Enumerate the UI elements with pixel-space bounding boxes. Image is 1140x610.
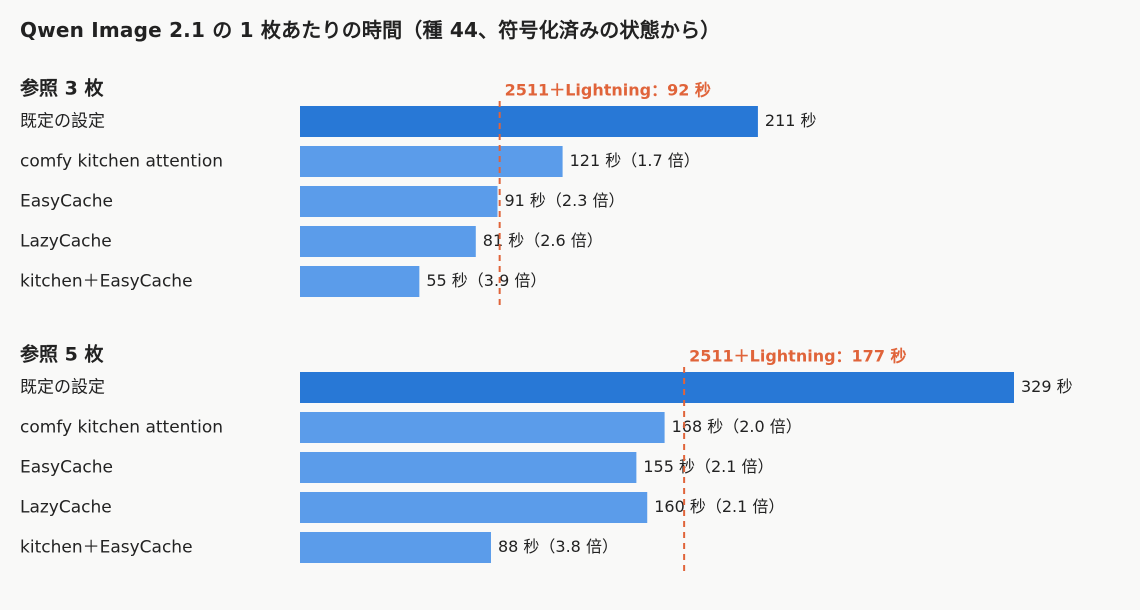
category-label: comfy kitchen attention	[20, 418, 223, 438]
bar	[300, 186, 498, 217]
bar	[300, 492, 648, 523]
category-label: kitchen＋EasyCache	[20, 272, 193, 292]
bar	[300, 372, 1014, 403]
bar	[300, 412, 665, 443]
category-label: comfy kitchen attention	[20, 152, 223, 172]
bar	[300, 106, 758, 137]
category-label: LazyCache	[20, 232, 112, 252]
reference-line-label: 2511＋Lightning：177 秒	[689, 347, 906, 366]
data-label: 211 秒	[765, 111, 817, 130]
data-label: 155 秒（2.1 倍）	[643, 457, 773, 476]
data-label: 88 秒（3.8 倍）	[498, 537, 618, 556]
data-label: 168 秒（2.0 倍）	[672, 417, 802, 436]
data-label: 121 秒（1.7 倍）	[570, 151, 700, 170]
bar	[300, 266, 420, 297]
group-title-ref-5: 参照 5 枚	[20, 343, 104, 366]
data-label: 91 秒（2.3 倍）	[504, 191, 624, 210]
category-label: EasyCache	[20, 192, 113, 212]
category-label: 既定の設定	[20, 378, 105, 398]
reference-line-label: 2511＋Lightning：92 秒	[505, 81, 711, 100]
group-title-ref-3: 参照 3 枚	[20, 77, 104, 100]
bar	[300, 226, 476, 257]
data-label: 55 秒（3.9 倍）	[426, 271, 546, 290]
category-label: 既定の設定	[20, 112, 105, 132]
data-label: 160 秒（2.1 倍）	[654, 497, 784, 516]
data-label: 329 秒	[1021, 377, 1073, 396]
bar	[300, 146, 563, 177]
bar	[300, 532, 491, 563]
category-label: EasyCache	[20, 458, 113, 478]
page-title: Qwen Image 2.1 の 1 枚あたりの時間（種 44、符号化済みの状態…	[20, 18, 721, 42]
category-label: kitchen＋EasyCache	[20, 538, 193, 558]
category-label: LazyCache	[20, 498, 112, 518]
data-label: 81 秒（2.6 倍）	[483, 231, 603, 250]
bar	[300, 452, 637, 483]
